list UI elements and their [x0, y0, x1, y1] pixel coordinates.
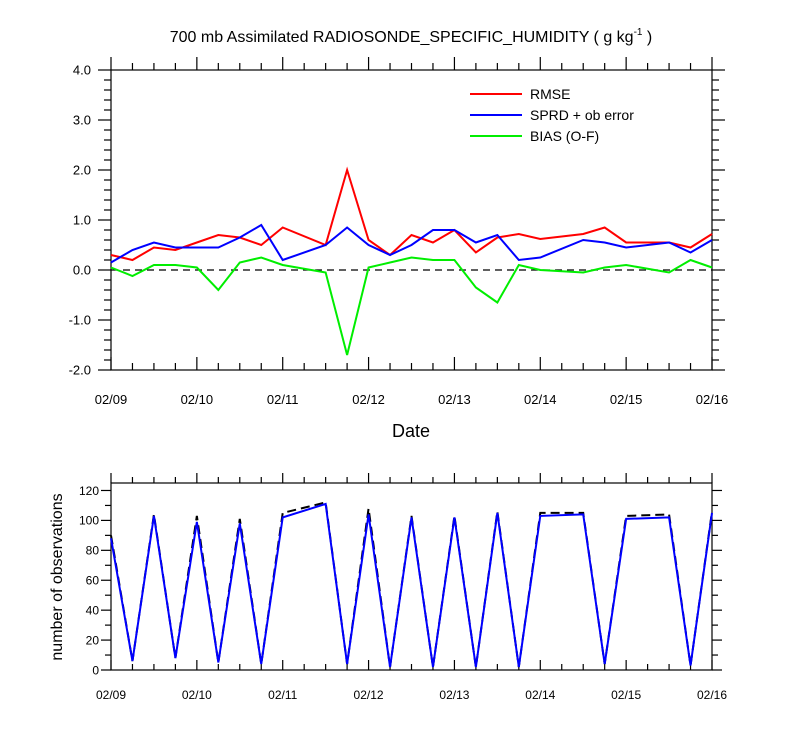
- chart-title: 700 mb Assimilated RADIOSONDE_SPECIFIC_H…: [170, 27, 653, 46]
- x-tick-label: 02/16: [696, 392, 729, 407]
- x-tick-label: 02/14: [525, 688, 555, 702]
- x-tick-label: 02/10: [181, 392, 214, 407]
- legend: RMSE SPRD + ob error BIAS (O-F): [470, 86, 634, 144]
- series-line-possible: [110, 501, 713, 668]
- y-tick-label: 4.0: [73, 63, 91, 78]
- y-tick-label: 20: [86, 633, 100, 647]
- x-tick-label: 02/13: [438, 392, 471, 407]
- series-line-used: [110, 502, 713, 668]
- y-tick-label: 1.0: [73, 213, 91, 228]
- x-tick-label: 02/15: [610, 392, 643, 407]
- y-tick-label: 60: [86, 574, 100, 588]
- y-tick-label: 80: [86, 544, 100, 558]
- legend-label: SPRD + ob error: [530, 107, 634, 123]
- y-tick-label: 40: [86, 603, 100, 617]
- x-tick-label: 02/16: [697, 688, 727, 702]
- x-tick-label: 02/09: [96, 688, 126, 702]
- x-tick-label: 02/12: [354, 688, 384, 702]
- x-tick-label: 02/10: [182, 688, 212, 702]
- series-line-rmse: [110, 166, 713, 262]
- top-x-axis-label: Date: [392, 421, 430, 441]
- series-line-sprd-ob-error: [110, 223, 713, 264]
- y-tick-label: 3.0: [73, 113, 91, 128]
- y-tick-label: 100: [79, 514, 99, 528]
- y-tick-label: -1.0: [69, 313, 91, 328]
- x-tick-label: 02/11: [268, 688, 297, 702]
- x-tick-label: 02/13: [439, 688, 469, 702]
- x-tick-label: 02/15: [611, 688, 641, 702]
- y-tick-label: 120: [79, 484, 99, 498]
- top-panel: 02/09 02/10 02/11 02/12 02/13 02/14 02/15 02/16…: [69, 57, 729, 407]
- x-tick-label: 02/11: [267, 392, 299, 407]
- x-tick-label: 02/14: [524, 392, 557, 407]
- bottom-y-axis-label: number of observations: [49, 493, 66, 660]
- plot-frame: [110, 482, 713, 671]
- y-tick-label: 0: [92, 663, 99, 677]
- y-tick-label: -2.0: [69, 363, 91, 378]
- legend-label: BIAS (O-F): [530, 128, 599, 144]
- bottom-panel: 02/09 02/10 02/11 02/12 02/13 02/14 02/15 02/16…: [79, 473, 727, 702]
- y-tick-label: 2.0: [73, 163, 91, 178]
- x-tick-label: 02/09: [95, 392, 128, 407]
- x-tick-label: 02/12: [352, 392, 385, 407]
- series-line-bias-o-f: [110, 256, 713, 356]
- y-tick-label: 0.0: [73, 263, 91, 278]
- legend-label: RMSE: [530, 86, 570, 102]
